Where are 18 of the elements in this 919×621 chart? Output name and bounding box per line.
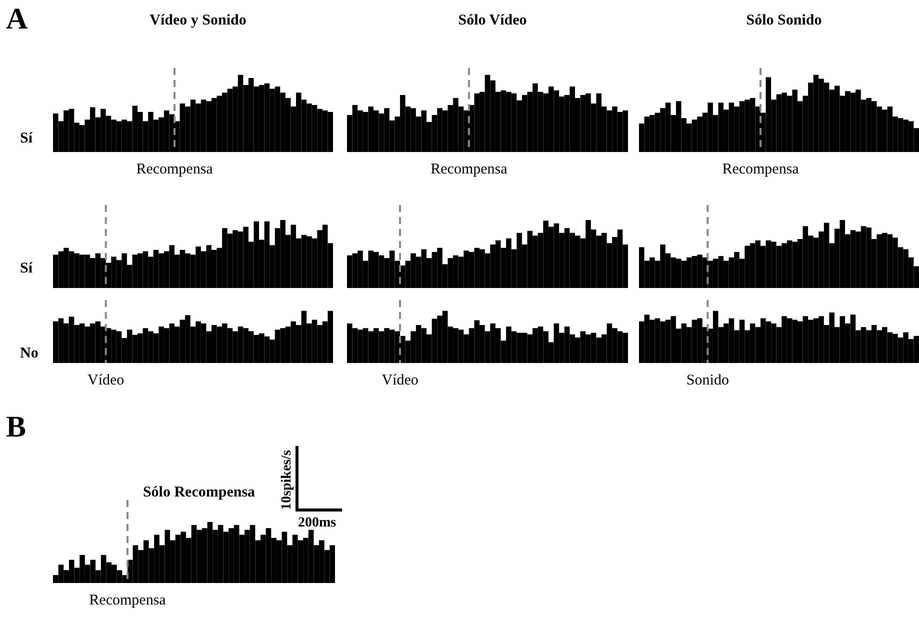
y-axis-title: No <box>20 346 38 362</box>
text: Sonido <box>686 372 729 388</box>
y-axis-title: Sí <box>20 130 34 146</box>
chart-title: Vídeo y Sonido <box>150 12 246 28</box>
text: Recompensa <box>89 592 166 608</box>
text: Vídeo <box>87 372 124 388</box>
text: Vídeo <box>382 372 418 388</box>
chart-title: Sólo Recompensa <box>142 484 256 500</box>
text: B <box>6 410 26 444</box>
chart-title: Sólo Sonido <box>746 12 822 28</box>
annotation: 200ms <box>298 516 337 530</box>
text: Recompensa <box>136 162 213 178</box>
text: 10spikes/s <box>280 450 294 510</box>
text: Recompensa <box>722 162 799 178</box>
chart-title: Sólo Vídeo <box>458 12 527 28</box>
text: Recompensa <box>430 162 508 178</box>
y-axis-title: Sí <box>20 260 34 276</box>
text: A <box>6 2 28 36</box>
